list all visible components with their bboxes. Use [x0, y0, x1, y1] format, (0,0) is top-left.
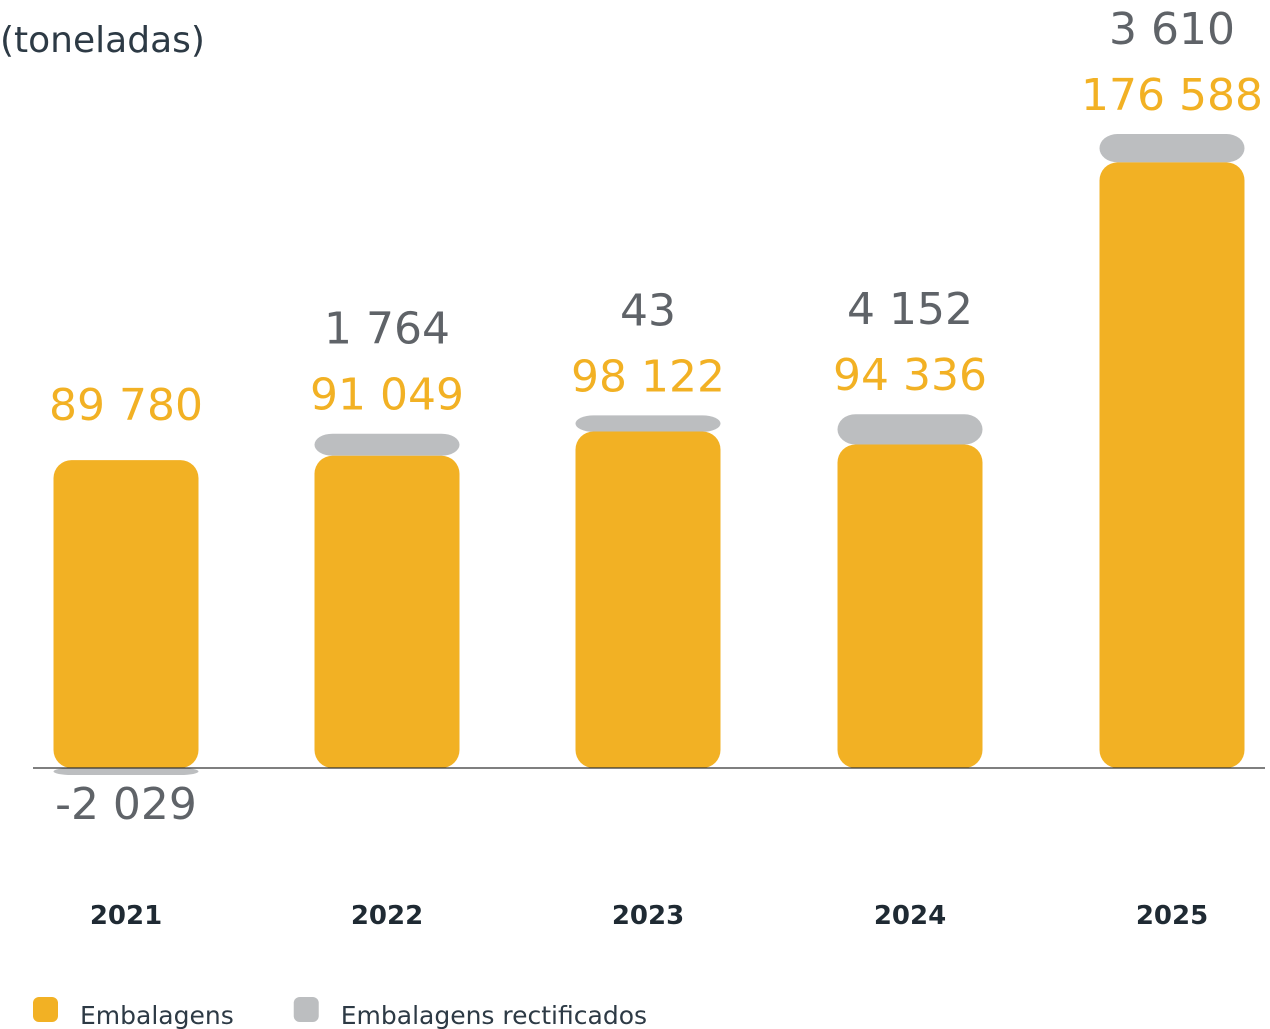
- bar-segment: [53, 768, 199, 775]
- value-label: 91 049: [310, 370, 464, 421]
- bar-segment: [1099, 162, 1245, 768]
- chart-title: (toneladas): [0, 20, 205, 61]
- x-tick-label: 2023: [612, 901, 684, 931]
- x-tick-label: 2025: [1136, 901, 1208, 931]
- bar-segment: [1099, 134, 1245, 163]
- value-label: -2 029: [55, 779, 197, 830]
- x-tick-label: 2022: [351, 901, 423, 931]
- x-tick-label: 2024: [874, 901, 946, 931]
- bar-segment: [837, 444, 983, 768]
- bar-segment: [53, 460, 199, 768]
- legend-swatch: [293, 997, 319, 1022]
- legend-swatch: [33, 997, 58, 1022]
- x-tick-label: 2021: [90, 901, 162, 931]
- value-label: 43: [620, 285, 676, 336]
- bar-segment: [314, 455, 460, 768]
- bar-segment: [575, 415, 721, 432]
- value-label: 94 336: [833, 350, 987, 401]
- legend-label: Embalagens: [80, 1001, 234, 1029]
- bar-segment: [314, 433, 460, 456]
- bar-segment: [575, 431, 721, 768]
- legend-label: Embalagens rectificados: [341, 1001, 647, 1029]
- value-label: 98 122: [571, 351, 725, 402]
- value-label: 1 764: [324, 304, 450, 355]
- value-label: 176 588: [1081, 70, 1263, 121]
- value-label: 3 610: [1109, 4, 1235, 55]
- bar-segment: [837, 414, 983, 445]
- value-label: 4 152: [847, 284, 973, 335]
- value-label: 89 780: [49, 380, 203, 431]
